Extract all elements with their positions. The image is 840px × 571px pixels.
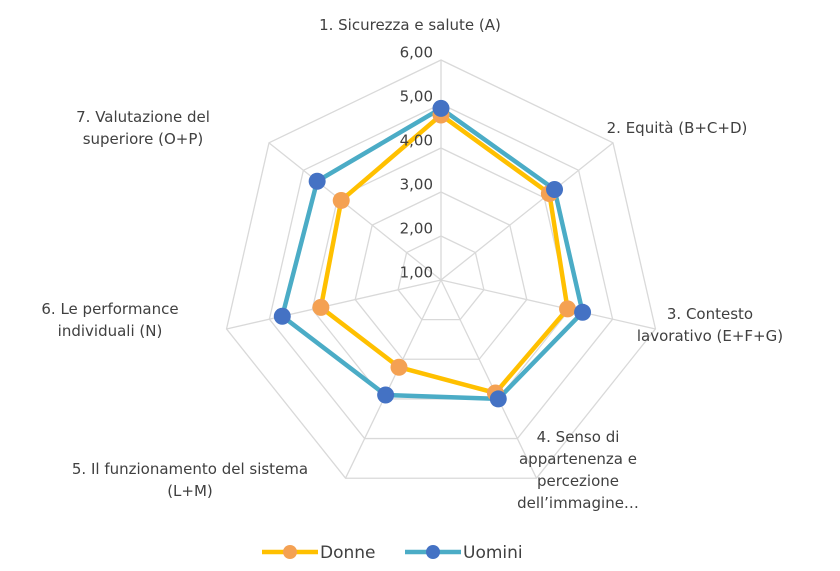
data-point — [390, 358, 408, 376]
axis-spoke — [440, 279, 656, 330]
tick-label: 6,00 — [400, 44, 433, 62]
data-point — [432, 99, 450, 117]
tick-label: 3,00 — [400, 176, 433, 194]
data-point — [312, 298, 330, 316]
tick-label: 4,00 — [400, 132, 433, 150]
data-point — [273, 307, 291, 325]
category-label: 1. Sicurezza e salute (A) — [319, 16, 501, 34]
legend-marker — [426, 545, 440, 559]
category-label: 3. Contesto lavorativo (E+F+G) — [636, 305, 784, 345]
legend-label: Uomini — [463, 543, 523, 563]
axis-spoke — [226, 279, 442, 330]
category-label: 7. Valutazione del superiore (O+P) — [76, 108, 210, 148]
data-point — [332, 191, 350, 209]
data-point — [546, 180, 564, 198]
category-label: 5. Il funzionamento del sistema (L+M) — [71, 460, 309, 500]
data-point — [308, 172, 326, 190]
tick-label: 5,00 — [400, 88, 433, 106]
category-label: 2. Equità (B+C+D) — [606, 119, 748, 137]
grid-ring — [225, 59, 657, 479]
grid-ring — [268, 103, 614, 440]
data-point — [574, 303, 592, 321]
data-point — [559, 300, 577, 318]
tick-label: 1,00 — [400, 264, 433, 282]
axis-spoke — [268, 142, 442, 281]
axis-spoke — [440, 279, 538, 479]
series-line — [280, 106, 585, 402]
axis-spoke — [440, 142, 614, 281]
data-point — [489, 390, 507, 408]
legend-label: Donne — [320, 543, 376, 563]
grid-ring — [397, 235, 485, 321]
legend-marker — [283, 545, 297, 559]
data-point — [377, 386, 395, 404]
category-label: 6. Le performance individuali (N) — [41, 300, 179, 340]
grid-ring — [354, 191, 528, 360]
tick-label: 2,00 — [400, 220, 433, 238]
axis-spoke — [344, 279, 442, 479]
category-label: 4. Senso di appartenenza e percezione de… — [517, 428, 639, 512]
series-line — [318, 112, 570, 396]
